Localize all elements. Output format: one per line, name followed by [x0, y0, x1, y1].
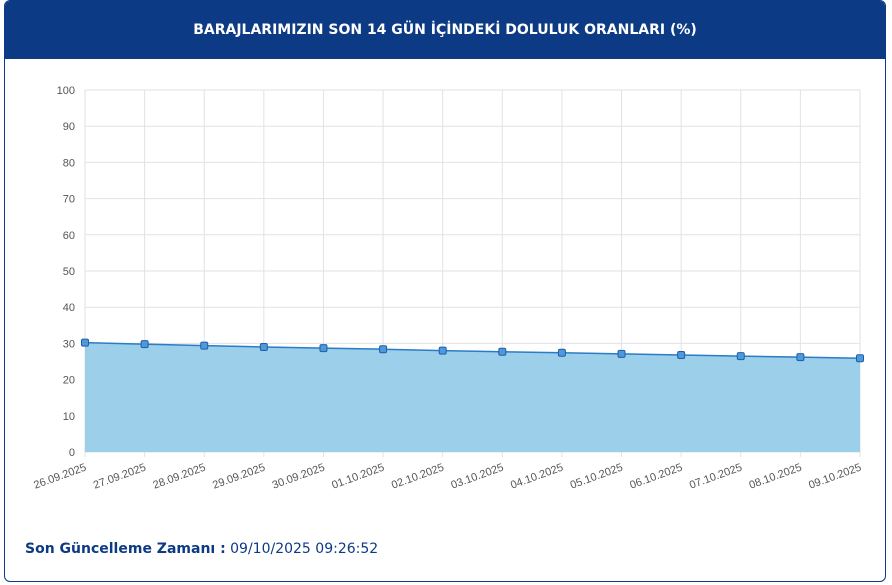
x-tick-label: 09.10.2025	[807, 462, 863, 492]
x-tick-label: 06.10.2025	[628, 462, 684, 492]
x-tick-label: 05.10.2025	[569, 462, 625, 492]
x-tick-label: 26.09.2025	[32, 462, 88, 492]
y-tick-label: 90	[63, 121, 75, 133]
update-value: 09/10/2025 09:26:52	[230, 541, 379, 557]
y-tick-label: 0	[69, 447, 75, 459]
y-tick-label: 40	[63, 302, 75, 314]
x-tick-label: 27.09.2025	[92, 462, 148, 492]
point	[736, 352, 745, 361]
y-tick-label: 70	[63, 194, 75, 206]
x-tick-label: 03.10.2025	[449, 462, 505, 492]
y-tick-label: 80	[63, 157, 75, 169]
point	[319, 344, 328, 353]
y-tick-label: 10	[63, 411, 75, 423]
y-tick-label: 100	[57, 85, 75, 97]
update-label: Son Güncelleme Zamanı :	[25, 541, 226, 557]
x-tick-label: 28.09.2025	[151, 462, 207, 492]
point	[557, 348, 566, 357]
point	[796, 353, 805, 362]
point	[617, 349, 626, 358]
y-tick-label: 30	[63, 338, 75, 350]
y-tick-label: 60	[63, 230, 75, 242]
x-tick-label: 07.10.2025	[688, 462, 744, 492]
x-tick-label: 08.10.2025	[748, 462, 804, 492]
x-tick-label: 30.09.2025	[271, 462, 327, 492]
point	[677, 350, 686, 359]
point	[856, 354, 864, 363]
point	[81, 338, 89, 347]
x-tick-label: 02.10.2025	[390, 462, 446, 492]
area	[85, 342, 860, 452]
line	[84, 341, 861, 359]
card: BARAJLARIMIZIN SON 14 GÜN İÇİNDEKİ DOLUL…	[4, 0, 886, 582]
y-tick-label: 20	[63, 375, 75, 387]
chart: 0 10 20 30 40 50 60 70 80 90 100 26.09.2025 27.09.20…	[32, 85, 864, 492]
point	[200, 341, 209, 350]
x-tick-label: 01.10.2025	[330, 462, 386, 492]
x-tick-label: 29.09.2025	[211, 462, 267, 492]
card-title: BARAJLARIMIZIN SON 14 GÜN İÇİNDEKİ DOLUL…	[5, 1, 885, 59]
point	[379, 345, 388, 354]
x-tick-label: 04.10.2025	[509, 462, 565, 492]
point	[259, 343, 268, 352]
point	[438, 346, 447, 355]
point	[140, 340, 149, 349]
y-tick-label: 50	[63, 266, 75, 278]
update-info: Son Güncelleme Zamanı : 09/10/2025 09:26…	[25, 541, 378, 557]
point	[498, 347, 507, 356]
